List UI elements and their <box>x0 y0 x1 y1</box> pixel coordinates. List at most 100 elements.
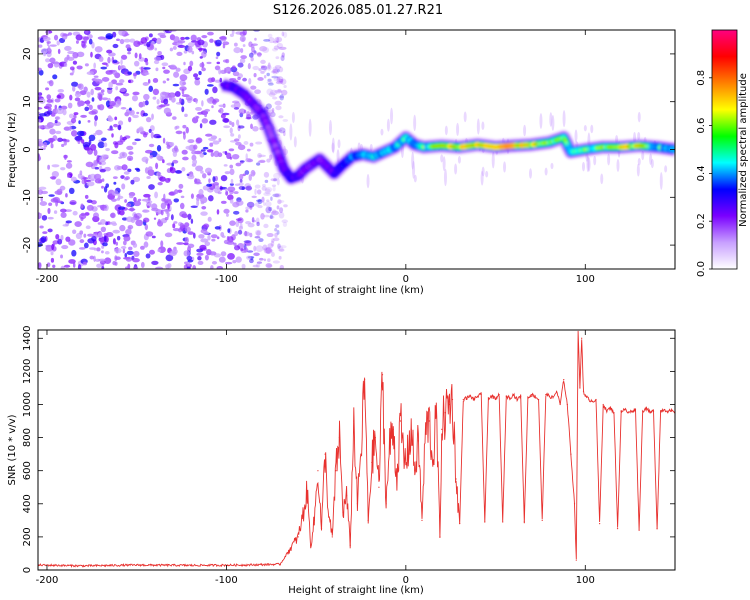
noise-speckle <box>213 150 220 158</box>
noise-speckle <box>123 235 131 242</box>
noise-speckle <box>233 47 242 54</box>
snr-frame <box>37 329 676 571</box>
noise-speckle <box>200 149 206 152</box>
noise-speckle <box>248 258 254 264</box>
noise-speckle <box>98 156 106 163</box>
noise-speckle <box>118 30 126 36</box>
noise-speckle <box>183 250 190 257</box>
noise-speckle <box>183 133 186 140</box>
noise-speckle <box>105 183 109 188</box>
snr-point <box>328 516 330 518</box>
noise-speckle <box>47 63 54 69</box>
snr-x-ticks: -200 -100 0 100 <box>36 330 595 586</box>
noise-speckle <box>180 36 185 41</box>
snr-point <box>414 470 416 472</box>
snr-point <box>559 403 561 406</box>
noise-speckle <box>270 240 275 247</box>
snr-y-ticks: 0 200 400 600 800 1000 1200 1400 <box>22 326 675 573</box>
noise-speckle <box>112 59 118 64</box>
noise-speckle <box>76 65 83 70</box>
snr-point <box>346 494 348 497</box>
noise-speckle <box>156 171 162 176</box>
snr-point <box>616 528 619 530</box>
noise-speckle <box>187 42 195 48</box>
noise-speckle <box>65 236 71 242</box>
noise-speckle <box>101 266 105 269</box>
figure-title: S126.2026.085.01.27.R21 <box>273 3 443 18</box>
noise-speckle <box>145 61 149 66</box>
noise-speckle <box>63 264 71 268</box>
noise-speckle <box>265 187 273 193</box>
noise-speckle <box>150 131 154 139</box>
noise-speckle <box>276 37 280 44</box>
noise-speckle <box>254 37 257 41</box>
noise-speckle <box>173 71 180 78</box>
noise-speckle <box>170 214 174 221</box>
noise-speckle <box>195 106 202 111</box>
noise-speckle <box>201 100 204 107</box>
noise-speckle <box>275 224 280 228</box>
snr-point <box>371 461 373 464</box>
noise-speckle <box>265 263 273 268</box>
noise-speckle <box>40 48 48 54</box>
noise-speckle <box>191 150 197 155</box>
noise-speckle <box>255 141 263 145</box>
noise-speckle <box>100 226 107 233</box>
noise-speckle <box>274 89 283 94</box>
noise-speckle <box>210 265 214 269</box>
noise-speckle <box>87 238 95 244</box>
noise-speckle <box>84 30 89 34</box>
noise-speckle <box>179 202 185 210</box>
noise-speckle <box>135 219 144 227</box>
noise-speckle <box>111 190 119 196</box>
noise-speckle <box>246 250 254 253</box>
snr-point <box>484 521 486 523</box>
noise-speckle <box>159 176 166 182</box>
noise-speckle <box>64 209 72 212</box>
noise-speckle <box>98 56 104 62</box>
noise-speckle <box>127 168 132 173</box>
noise-speckle <box>198 188 204 196</box>
snr-point <box>338 436 341 439</box>
noise-speckle <box>62 33 70 37</box>
noise-region <box>38 30 668 269</box>
noise-speckle <box>262 244 268 251</box>
faint-streak <box>636 163 640 177</box>
snr-point <box>363 379 366 381</box>
noise-speckle <box>47 164 51 170</box>
snr-point <box>575 559 577 561</box>
noise-speckle <box>199 62 205 68</box>
noise-speckle <box>199 56 203 59</box>
noise-speckle <box>116 235 121 241</box>
noise-speckle <box>79 170 83 176</box>
x-tick-label: -100 <box>215 274 238 285</box>
noise-speckle <box>103 38 109 41</box>
snr-point <box>279 563 281 565</box>
noise-speckle <box>53 210 58 214</box>
noise-speckle <box>242 44 246 47</box>
noise-speckle <box>38 113 47 117</box>
noise-speckle <box>120 175 125 179</box>
noise-speckle <box>55 107 64 115</box>
noise-speckle <box>132 258 140 263</box>
noise-speckle <box>61 143 65 148</box>
snr-point <box>541 519 543 521</box>
noise-speckle <box>223 239 230 245</box>
noise-speckle <box>83 233 87 238</box>
noise-speckle <box>64 62 68 68</box>
y-tick-label: 1400 <box>22 326 33 351</box>
noise-speckle <box>53 34 59 41</box>
noise-speckle <box>276 68 280 73</box>
noise-speckle <box>119 224 126 232</box>
noise-speckle <box>187 259 194 263</box>
noise-speckle <box>114 116 118 121</box>
noise-speckle <box>279 207 284 214</box>
noise-speckle <box>269 215 275 219</box>
noise-speckle <box>243 240 252 244</box>
noise-speckle <box>45 103 52 109</box>
noise-speckle <box>190 193 194 199</box>
noise-speckle <box>233 138 240 142</box>
noise-speckle <box>254 188 257 195</box>
noise-speckle <box>217 266 222 269</box>
noise-speckle <box>206 183 213 187</box>
